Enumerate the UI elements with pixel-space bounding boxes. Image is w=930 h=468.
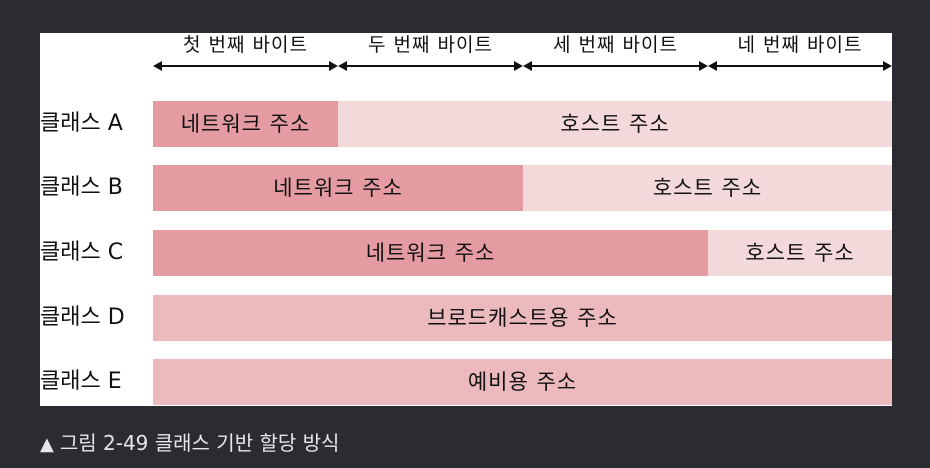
class-b-host-bar: 호스트 주소 [523, 165, 892, 211]
byte-span-arrow-2 [338, 59, 523, 73]
byte-span-arrow-1 [153, 59, 338, 73]
class-a-host-bar: 호스트 주소 [338, 101, 892, 147]
class-e-reserved-bar: 예비용 주소 [153, 359, 892, 405]
byte-span-arrow-3 [523, 59, 708, 73]
byte-span-arrow-4 [708, 59, 892, 73]
class-a-network-bar: 네트워크 주소 [153, 101, 338, 147]
byte-header-4: 네 번째 바이트 [737, 34, 863, 56]
figure-caption: ▲ 그림 2-49 클래스 기반 할당 방식 [40, 428, 339, 458]
class-b-network-bar: 네트워크 주소 [153, 165, 523, 211]
class-e-label: 클래스 E [40, 369, 122, 394]
class-d-broadcast-bar: 브로드캐스트용 주소 [153, 295, 892, 341]
diagram-figure: 첫 번째 바이트 두 번째 바이트 세 번째 바이트 네 번째 바이트 클래스 … [40, 33, 892, 406]
class-b-label: 클래스 B [40, 175, 123, 200]
byte-header-1: 첫 번째 바이트 [183, 34, 308, 56]
class-a-label: 클래스 A [40, 111, 123, 136]
class-d-label: 클래스 D [40, 305, 125, 330]
triangle-up-icon: ▲ [40, 434, 54, 455]
class-c-network-bar: 네트워크 주소 [153, 230, 708, 276]
byte-header-2: 두 번째 바이트 [368, 34, 493, 56]
class-c-label: 클래스 C [40, 240, 124, 265]
byte-header-3: 세 번째 바이트 [553, 34, 678, 56]
caption-text: 그림 2-49 클래스 기반 할당 방식 [59, 431, 340, 455]
class-c-host-bar: 호스트 주소 [708, 230, 892, 276]
